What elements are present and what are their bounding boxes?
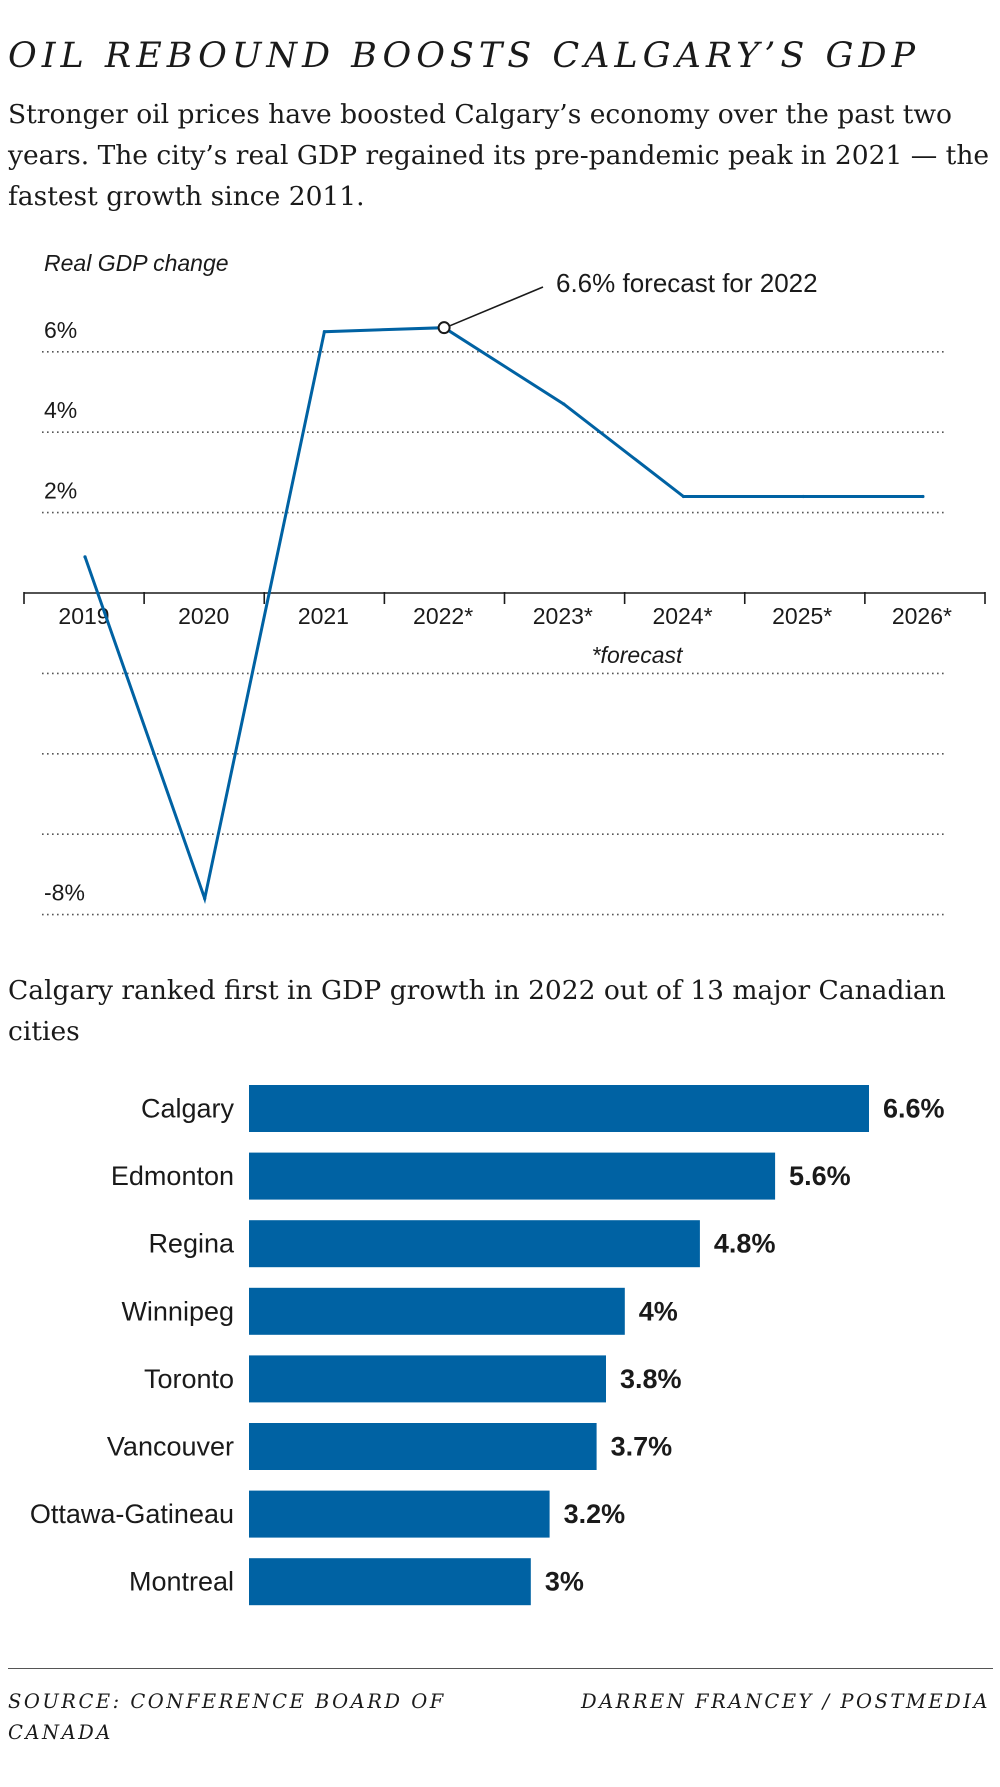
gdp-data-point xyxy=(562,402,566,406)
bar-category-label: Vancouver xyxy=(107,1432,234,1462)
bar xyxy=(249,1287,625,1335)
x-tick-label: 2019 xyxy=(58,603,109,629)
bar-value-label: 4.8% xyxy=(714,1229,776,1259)
gdp-data-point xyxy=(203,896,207,901)
annotation-marker xyxy=(437,321,451,335)
bar-value-label: 5.6% xyxy=(789,1161,851,1191)
bar-value-label: 3.8% xyxy=(620,1364,682,1394)
bar-category-label: Montreal xyxy=(129,1567,234,1597)
y-tick-label: 4% xyxy=(44,397,77,423)
annotation-leader xyxy=(449,286,544,327)
bar-value-label: 3% xyxy=(545,1567,584,1597)
gdp-data-point xyxy=(83,555,87,559)
x-tick-label: 2025* xyxy=(772,603,832,629)
bar-category-label: Regina xyxy=(148,1229,235,1259)
city-gdp-bar-chart: Calgary 6.6% Edmonton 5.6% Regina 4.8% Winnipe… xyxy=(30,1085,945,1606)
bar-category-label: Ottawa-Gatineau xyxy=(30,1499,234,1529)
bar-category-label: Toronto xyxy=(144,1364,234,1394)
forecast-note: *forecast xyxy=(592,642,684,668)
gdp-series-line xyxy=(83,326,923,905)
gdp-data-point xyxy=(681,494,686,499)
bar-category-label: Calgary xyxy=(141,1094,235,1124)
chart-subtitle: Stronger oil prices have boosted Calgary… xyxy=(8,99,990,212)
bar xyxy=(249,1355,606,1403)
x-tick-label: 2023* xyxy=(533,603,593,629)
bar-category-label: Winnipeg xyxy=(121,1296,234,1326)
bar xyxy=(249,1152,776,1200)
bar-value-label: 4% xyxy=(639,1296,678,1326)
bar xyxy=(249,1558,531,1606)
gdp-line-chart: Real GDP change 6% 4% 2% -8% 2019 2020 2021 2022… xyxy=(23,250,986,916)
chart-title: OIL REBOUND BOOSTS CALGARY’S GDP xyxy=(8,36,921,76)
gdp-data-point xyxy=(921,494,925,499)
bar xyxy=(249,1220,700,1268)
bar xyxy=(249,1085,869,1132)
bar xyxy=(249,1490,550,1538)
y-tick-label: 2% xyxy=(44,478,77,504)
x-tick-label: 2022* xyxy=(413,603,473,629)
source-note: SOURCE: CONFERENCE BOARD OF CANADA xyxy=(8,1690,446,1744)
y-tick-label: 6% xyxy=(44,317,77,343)
bar-value-label: 6.6% xyxy=(883,1094,945,1124)
annotation-label: 6.6% forecast for 2022 xyxy=(556,268,818,298)
x-tick-label: 2021 xyxy=(298,603,349,629)
footer-divider xyxy=(8,1668,993,1669)
x-tick-label: 2024* xyxy=(652,603,712,629)
gdp-data-point xyxy=(801,494,805,499)
bar-value-label: 3.7% xyxy=(611,1432,673,1462)
bar-category-label: Edmonton xyxy=(111,1161,234,1191)
bar-value-label: 3.2% xyxy=(564,1499,626,1529)
bar xyxy=(249,1423,597,1470)
x-tick-label: 2020 xyxy=(178,603,229,629)
credit-note: DARREN FRANCEY / POSTMEDIA xyxy=(580,1690,990,1713)
y-tick-label: -8% xyxy=(44,880,85,906)
bar-chart-heading: Calgary ranked first in GDP growth in 20… xyxy=(8,975,946,1047)
gdp-data-point xyxy=(322,330,326,334)
x-tick-label: 2026* xyxy=(892,603,952,629)
y-axis-label: Real GDP change xyxy=(44,250,229,276)
